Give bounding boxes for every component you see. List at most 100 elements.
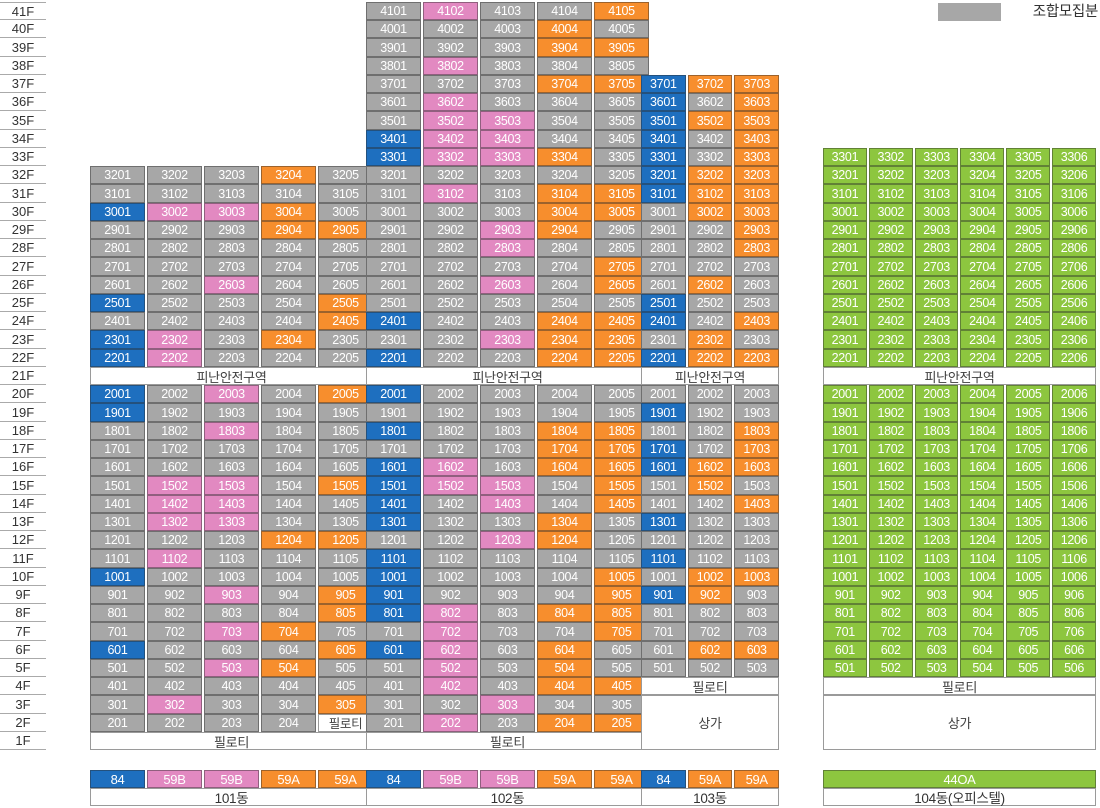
unit-cell: 3603 (480, 93, 535, 112)
unit-cell: 1405 (318, 494, 373, 513)
unit-cell: 503 (734, 658, 780, 678)
unit-cell: 1102 (147, 549, 202, 568)
unit-cell: 1606 (1052, 458, 1096, 477)
unit-cell: 3002 (868, 202, 913, 221)
floor-row: 1201 1202 1203 1204 1205 1206 (823, 531, 1096, 550)
unit-cell: 3402 (423, 129, 478, 148)
unit-cell: 203 (204, 713, 259, 732)
unit-cell: 1303 (480, 512, 535, 532)
floor-label: 7F (0, 622, 46, 641)
floor-row: 201 202 203 204 205 (366, 713, 649, 732)
unit-cell: 503 (480, 658, 535, 678)
unit-cell: 2702 (868, 257, 913, 276)
unit-cell: 501 (641, 658, 686, 678)
floor-row: 2801 2802 2803 2804 2805 2806 (823, 239, 1096, 258)
unit-cell: 1202 (868, 531, 913, 550)
unit-cell: 1301 (90, 512, 145, 532)
unit-cell: 1801 (366, 421, 421, 440)
floor-row: 2401 2402 2403 2404 2405 (366, 312, 649, 331)
unit-cell: 505 (318, 658, 373, 678)
unit-cell: 1506 (1052, 476, 1096, 495)
unit-cell: 2302 (147, 330, 202, 349)
unit-cell: 3302 (423, 147, 478, 167)
unit-cell: 3403 (480, 129, 535, 148)
unit-cell: 3001 (823, 202, 867, 221)
unit-cell: 2802 (687, 239, 733, 258)
unit-cell: 2404 (261, 312, 316, 331)
floor-row: 2901 2902 2903 2904 2905 2906 (823, 220, 1096, 240)
piloti-band: 필로티 (823, 677, 1096, 696)
floor-label: 1F (0, 732, 46, 751)
unit-cell: 706 (1052, 622, 1096, 641)
floor-row: 1601 1602 1603 1604 1605 (366, 458, 649, 477)
unit-cell: 205 (594, 713, 649, 732)
unit-cell: 2804 (537, 239, 592, 258)
unit-cell: 1505 (1006, 476, 1051, 495)
unit-cell: 2904 (261, 220, 316, 240)
unit-cell: 2003 (734, 385, 780, 404)
unit-cell: 2803 (480, 239, 535, 258)
unit-cell: 1302 (147, 512, 202, 532)
floor-label: 20F (0, 385, 46, 404)
floor-row: 601 602 603 604 605 606 (823, 640, 1096, 659)
unit-cell: 2702 (423, 257, 478, 276)
floor-label: 31F (0, 184, 46, 203)
unit-cell: 2003 (204, 385, 259, 404)
unit-cell: 3001 (90, 202, 145, 221)
unit-cell: 801 (366, 604, 421, 623)
unit-cell: 2403 (914, 312, 959, 331)
floor-row: 3901 3902 3903 3904 3905 (366, 38, 649, 57)
unit-cell: 1702 (687, 439, 733, 459)
unit-cell: 3502 (687, 111, 733, 130)
unit-cell: 2202 (687, 348, 733, 367)
unit-cell: 904 (261, 585, 316, 605)
floor-row: 1801 1802 1803 1804 1805 1806 (823, 421, 1096, 440)
floor-label: 38F (0, 57, 46, 75)
unit-cell: 2306 (1052, 330, 1096, 349)
unit-cell: 3504 (537, 111, 592, 130)
unit-cell: 502 (687, 658, 733, 678)
floor-row: 1501 1502 1503 1504 1505 1506 (823, 476, 1096, 495)
unit-cell: 1603 (914, 458, 959, 477)
unit-cell: 3701 (366, 74, 421, 94)
floor-row: 2901 2902 2903 (641, 220, 780, 240)
unit-cell: 2201 (823, 348, 867, 367)
unit-cell: 901 (823, 585, 867, 605)
floor-row: 1901 1902 1903 (641, 403, 780, 422)
floor-label: 4F (0, 677, 46, 696)
unit-cell: 3802 (423, 56, 478, 75)
unit-cell: 3005 (318, 202, 373, 221)
floor-row: 1701 1702 1703 (641, 439, 780, 459)
unit-cell: 204 (261, 713, 316, 732)
unit-cell: 1503 (480, 476, 535, 495)
unit-cell: 2505 (1006, 293, 1051, 313)
unit-cell: 1403 (914, 494, 959, 513)
unit-cell: 3102 (147, 184, 202, 203)
unit-cell: 1602 (687, 458, 733, 477)
floor-row: 2801 2802 2803 2804 2805 (90, 239, 373, 258)
unit-cell: 303 (480, 695, 535, 714)
piloti-band: 필로티 (90, 731, 373, 751)
floor-row: 1901 1902 1903 1904 1905 1906 (823, 403, 1096, 422)
unit-cell: 1703 (480, 439, 535, 459)
unit-cell: 3205 (1006, 166, 1051, 185)
unit-cell: 3005 (1006, 202, 1051, 221)
unit-cell: 2204 (261, 348, 316, 367)
unit-cell: 3102 (868, 184, 913, 203)
floor-row: 2501 2502 2503 2504 2505 2506 (823, 293, 1096, 313)
unit-cell: 2902 (868, 220, 913, 240)
unit-cell: 1703 (734, 439, 780, 459)
unit-type-cell: 59A (318, 770, 373, 788)
unit-cell: 2701 (366, 257, 421, 276)
floor-row: 3201 3202 3203 (641, 166, 780, 185)
unit-cell: 3206 (1052, 166, 1096, 185)
unit-cell: 2303 (480, 330, 535, 349)
unit-cell: 3905 (594, 38, 649, 57)
unit-cell: 2504 (261, 293, 316, 313)
unit-cell: 2004 (261, 385, 316, 404)
floor-row: 1001 1002 1003 1004 1005 (90, 567, 373, 586)
unit-cell: 3203 (914, 166, 959, 185)
unit-cell: 806 (1052, 604, 1096, 623)
unit-cell: 605 (594, 640, 649, 659)
unit-cell: 2901 (823, 220, 867, 240)
